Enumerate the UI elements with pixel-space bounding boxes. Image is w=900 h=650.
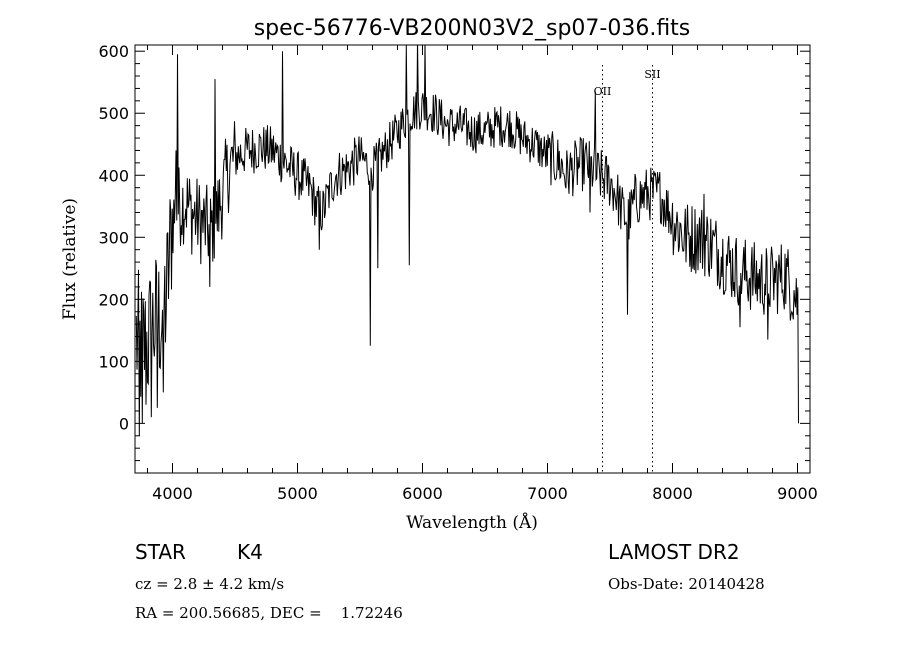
emission-line-label: OII — [594, 85, 612, 98]
x-axis-label: Wavelength (Å) — [406, 512, 538, 533]
survey-name: LAMOST DR2 — [608, 540, 740, 564]
chart-title: spec-56776-VB200N03V2_sp07-036.fits — [254, 16, 691, 41]
object-type: STAR — [135, 540, 186, 564]
spectrum-line — [135, 45, 799, 436]
x-tick-label: 5000 — [277, 484, 318, 503]
x-tick-label: 7000 — [527, 484, 568, 503]
y-tick-label: 200 — [98, 290, 129, 309]
y-tick-label: 400 — [98, 166, 129, 185]
observation-date: Obs-Date: 20140428 — [608, 575, 765, 593]
object-subclass: K4 — [237, 540, 263, 564]
x-tick-label: 9000 — [777, 484, 818, 503]
x-tick-label: 8000 — [652, 484, 693, 503]
redshift-velocity: cz = 2.8 ± 4.2 km/s — [135, 575, 285, 593]
x-tick-label: 4000 — [152, 484, 193, 503]
emission-line-label: SII — [644, 68, 660, 81]
y-tick-label: 300 — [98, 228, 129, 247]
sky-coordinates: RA = 200.56685, DEC = 1.72246 — [135, 604, 403, 622]
y-tick-label: 600 — [98, 42, 129, 61]
y-tick-label: 0 — [119, 414, 129, 433]
axes-layer: 4000 5000 6000 7000 8000 9000 0 100 200 300 400 500… — [98, 42, 817, 503]
y-tick-label: 500 — [98, 104, 129, 123]
y-axis-label: Flux (relative) — [60, 198, 80, 320]
y-tick-label: 100 — [98, 352, 129, 371]
x-tick-label: 6000 — [402, 484, 443, 503]
data-layer: OII SII — [135, 45, 799, 473]
